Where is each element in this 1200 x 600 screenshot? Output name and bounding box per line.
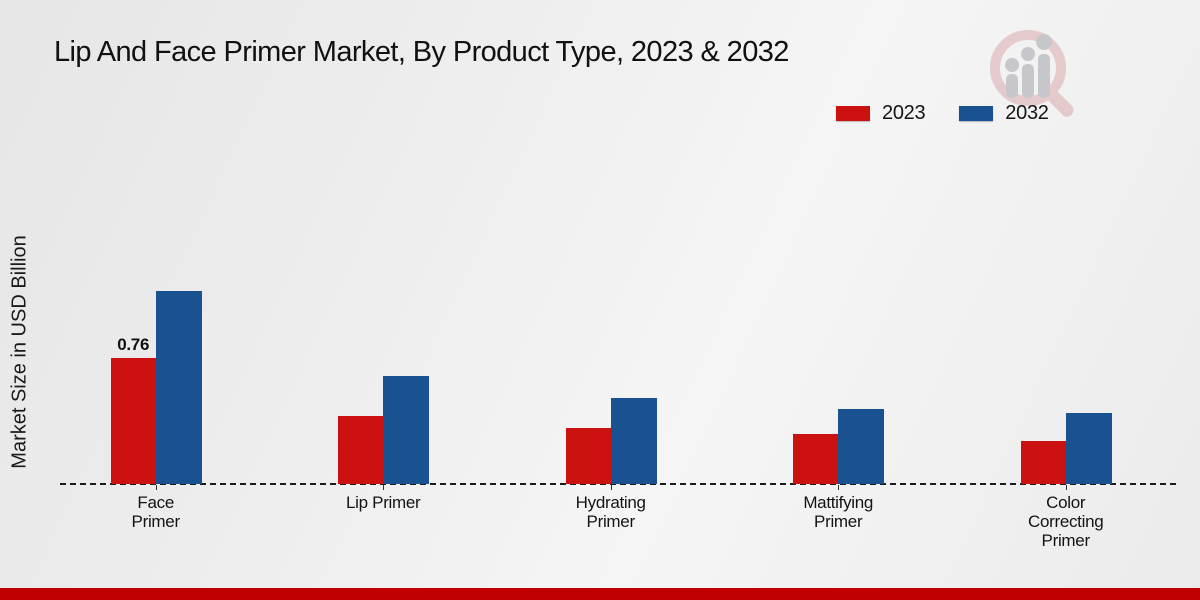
legend-label-2032: 2032 bbox=[1005, 102, 1049, 124]
x-axis-tick bbox=[1065, 485, 1067, 490]
category-label-4: Mattifying Primer bbox=[803, 493, 874, 532]
bar-2023-1[interactable] bbox=[110, 358, 156, 484]
x-axis-tick bbox=[838, 485, 840, 490]
bar-2032-5[interactable] bbox=[1065, 413, 1112, 484]
bar-2032-1[interactable] bbox=[155, 291, 202, 484]
bar-value-label: 0.76 bbox=[117, 335, 150, 354]
x-axis-baseline bbox=[60, 483, 1176, 485]
bar-2023-2[interactable] bbox=[338, 416, 384, 484]
bar-2023-4[interactable] bbox=[793, 434, 839, 484]
x-axis-tick bbox=[155, 485, 157, 490]
category-label-5: Color Correcting Primer bbox=[1027, 493, 1104, 551]
magnifier-bar-chart-logo bbox=[990, 30, 1074, 117]
legend-swatch-2032 bbox=[959, 106, 994, 121]
legend-item-2032[interactable]: 2032 bbox=[959, 102, 1049, 125]
bar-2023-5[interactable] bbox=[1020, 441, 1066, 484]
legend: 2023 2032 bbox=[836, 102, 1049, 125]
legend-item-2023[interactable]: 2023 bbox=[836, 102, 926, 125]
legend-label-2023: 2023 bbox=[882, 102, 926, 124]
legend-swatch-2023 bbox=[836, 106, 870, 121]
category-label-3: Hydrating Primer bbox=[575, 493, 646, 532]
x-axis-tick bbox=[383, 485, 385, 490]
bar-2032-3[interactable] bbox=[610, 398, 657, 484]
x-axis-tick bbox=[610, 485, 612, 490]
bar-2032-4[interactable] bbox=[838, 409, 885, 484]
bar-2023-3[interactable] bbox=[565, 428, 611, 484]
chart-title: Lip And Face Primer Market, By Product T… bbox=[54, 36, 789, 68]
footer-accent-bar bbox=[0, 588, 1200, 600]
category-label-1: Face Primer bbox=[131, 493, 181, 532]
bar-2032-2[interactable] bbox=[383, 376, 430, 484]
category-label-2: Lip Primer bbox=[345, 493, 421, 512]
